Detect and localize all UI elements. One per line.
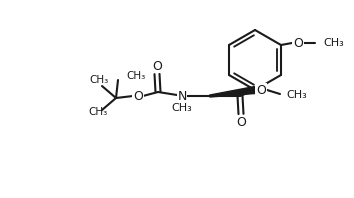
Text: CH₃: CH₃ bbox=[172, 103, 192, 113]
Text: CH₃: CH₃ bbox=[286, 90, 307, 100]
Text: O: O bbox=[293, 36, 303, 50]
Text: O: O bbox=[236, 115, 246, 129]
Text: N: N bbox=[177, 89, 187, 103]
Text: O: O bbox=[133, 89, 143, 103]
Text: CH₃: CH₃ bbox=[323, 38, 344, 48]
Text: O: O bbox=[152, 60, 162, 72]
Polygon shape bbox=[210, 87, 256, 97]
Text: CH₃: CH₃ bbox=[126, 71, 145, 81]
Text: O: O bbox=[256, 84, 266, 96]
Text: CH₃: CH₃ bbox=[88, 107, 108, 117]
Text: CH₃: CH₃ bbox=[89, 75, 109, 85]
